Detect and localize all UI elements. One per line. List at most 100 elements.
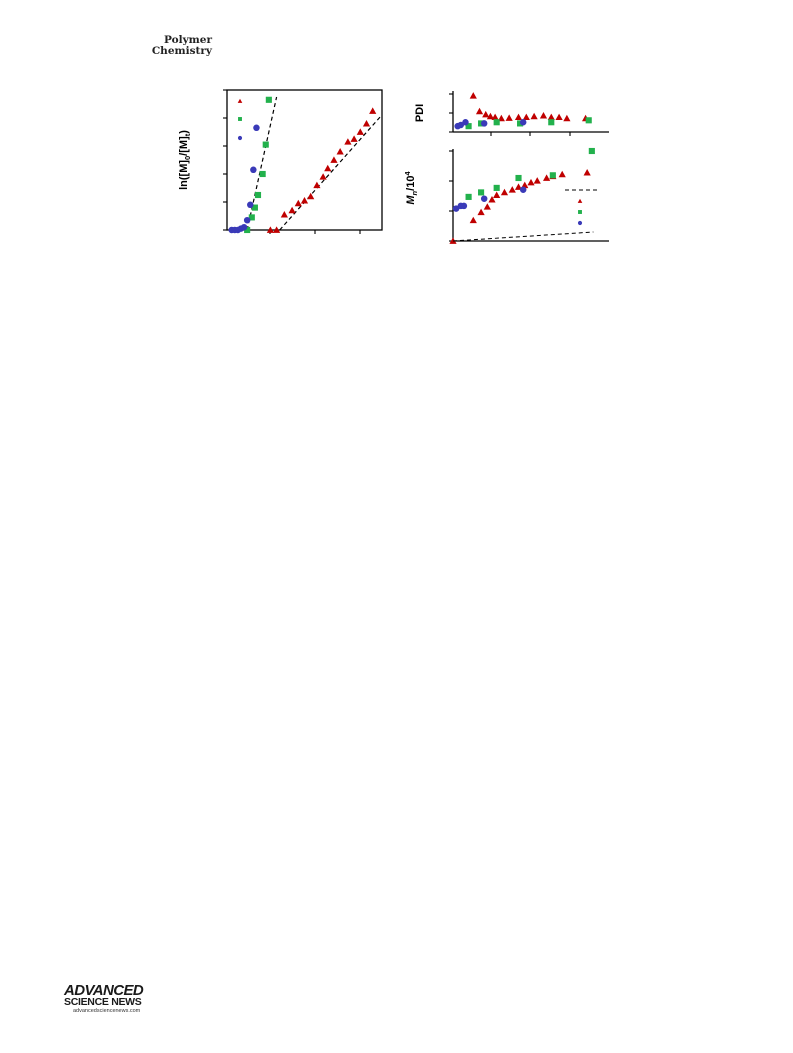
- data-point-blue-circle: [519, 119, 527, 126]
- data-point-red-triangle: [555, 113, 563, 121]
- data-point-green-square: [585, 117, 592, 124]
- plot-frame-0: [226, 89, 383, 231]
- data-point-red-triangle: [319, 173, 327, 180]
- journal-name-line2: Chemistry: [151, 45, 212, 57]
- data-point-red-triangle: [356, 128, 364, 135]
- data-point-blue-circle: [243, 216, 251, 224]
- data-point-green-square: [549, 172, 556, 179]
- fit-line-green: [246, 96, 278, 231]
- marks-layer: [228, 92, 598, 244]
- logo-line2: SCIENCE NEWS: [64, 996, 142, 1008]
- data-point-blue-circle: [460, 202, 468, 210]
- data-point-red-triangle: [344, 138, 352, 145]
- data-point-red-triangle: [543, 174, 551, 181]
- data-point-green-square: [465, 123, 472, 130]
- data-point-green-square: [493, 119, 500, 126]
- legend-marker-green-square: [578, 210, 582, 214]
- data-point-blue-circle: [480, 195, 488, 202]
- data-point-blue-circle: [519, 186, 527, 193]
- data-point-blue-circle: [247, 201, 254, 209]
- data-point-red-triangle: [469, 216, 477, 224]
- data-point-red-triangle: [493, 191, 501, 198]
- legend-marker-red-triangle: [577, 198, 583, 203]
- ylabel-left-axis: ln([M]0/[M]t): [178, 130, 192, 190]
- data-point-red-triangle: [294, 199, 302, 207]
- ylabel-mn-axis: Mn/104: [403, 171, 419, 205]
- axes-layer: [223, 89, 609, 242]
- data-point-green-square: [478, 189, 485, 196]
- fit-line-red: [279, 116, 381, 231]
- data-point-red-triangle: [533, 177, 541, 184]
- ylabel-left-part3: ): [178, 130, 190, 134]
- data-point-red-triangle: [477, 208, 485, 216]
- data-point-blue-circle: [250, 166, 257, 174]
- data-point-red-triangle: [324, 164, 332, 172]
- data-point-red-triangle: [482, 110, 490, 118]
- data-point-red-triangle: [288, 206, 296, 214]
- data-point-green-square: [254, 191, 262, 199]
- logo-line1: ADVANCED: [64, 982, 144, 999]
- ylabel-mn-div: /10: [405, 176, 417, 191]
- data-point-red-triangle: [273, 226, 281, 233]
- ylabel-mn-m: M: [405, 195, 417, 205]
- data-point-green-square: [244, 226, 251, 234]
- data-point-green-square: [515, 174, 522, 182]
- data-point-red-triangle: [505, 114, 513, 121]
- data-point-red-triangle: [266, 226, 274, 233]
- data-point-red-triangle: [514, 113, 523, 121]
- data-point-green-square: [251, 204, 258, 211]
- legend-marker-blue-circle: [237, 135, 243, 141]
- data-point-green-square: [548, 119, 555, 126]
- data-point-blue-circle: [452, 205, 460, 212]
- data-point-red-triangle: [483, 203, 491, 210]
- data-point-blue-circle: [480, 120, 488, 127]
- ylabel-mn-sub: n: [410, 190, 419, 195]
- data-point-blue-circle: [462, 119, 469, 126]
- data-point-green-square: [265, 96, 272, 103]
- data-point-red-triangle: [491, 113, 499, 121]
- data-point-red-triangle: [313, 181, 321, 189]
- ylabel-left-part1: ln([M]: [178, 160, 190, 190]
- legend-marker-red-triangle: [237, 98, 243, 103]
- data-point-red-triangle: [350, 135, 358, 142]
- data-point-red-triangle: [330, 156, 338, 163]
- data-point-red-triangle: [558, 170, 566, 178]
- data-point-green-square: [588, 147, 595, 155]
- data-point-red-triangle: [527, 178, 535, 186]
- ylabel-left-part2: /[M]: [178, 136, 190, 156]
- data-point-red-triangle: [475, 107, 484, 115]
- data-point-green-square: [259, 170, 266, 178]
- publisher-logo: ADVANCED SCIENCE NEWS advancedsciencenew…: [64, 982, 164, 1015]
- data-point-red-triangle: [583, 169, 591, 176]
- data-point-green-square: [248, 214, 255, 221]
- data-point-red-triangle: [488, 196, 496, 203]
- data-point-red-triangle: [486, 112, 495, 120]
- data-point-green-square: [517, 120, 524, 127]
- data-point-red-triangle: [300, 197, 309, 204]
- data-point-red-triangle: [539, 112, 548, 119]
- data-point-red-triangle: [522, 113, 530, 121]
- data-point-green-square: [493, 184, 500, 191]
- data-point-red-triangle: [530, 112, 538, 120]
- logo-line3: advancedsciencenews.com: [73, 1008, 141, 1014]
- data-point-red-triangle: [307, 192, 315, 200]
- data-point-red-triangle: [508, 186, 516, 193]
- data-point-red-triangle: [563, 114, 571, 122]
- data-point-red-triangle: [280, 211, 288, 218]
- legend-marker-green-square: [238, 117, 242, 121]
- data-point-blue-circle: [240, 223, 248, 231]
- journal-name-line1: Polymer: [163, 34, 212, 46]
- data-point-blue-circle: [457, 121, 465, 129]
- legend-marker-blue-circle: [577, 220, 583, 226]
- data-point-red-triangle: [336, 148, 344, 155]
- reference-line: [452, 231, 594, 242]
- data-point-green-square: [465, 193, 472, 200]
- ylabel-left-subt: t: [183, 133, 192, 136]
- data-point-green-square: [262, 141, 269, 148]
- ylabel-pdi-axis: PDI: [414, 104, 426, 122]
- data-point-blue-circle: [253, 124, 260, 132]
- ylabel-mn-sup: 4: [403, 171, 412, 176]
- data-point-red-triangle: [547, 113, 555, 121]
- journal-header: Polymer Chemistry: [140, 35, 212, 57]
